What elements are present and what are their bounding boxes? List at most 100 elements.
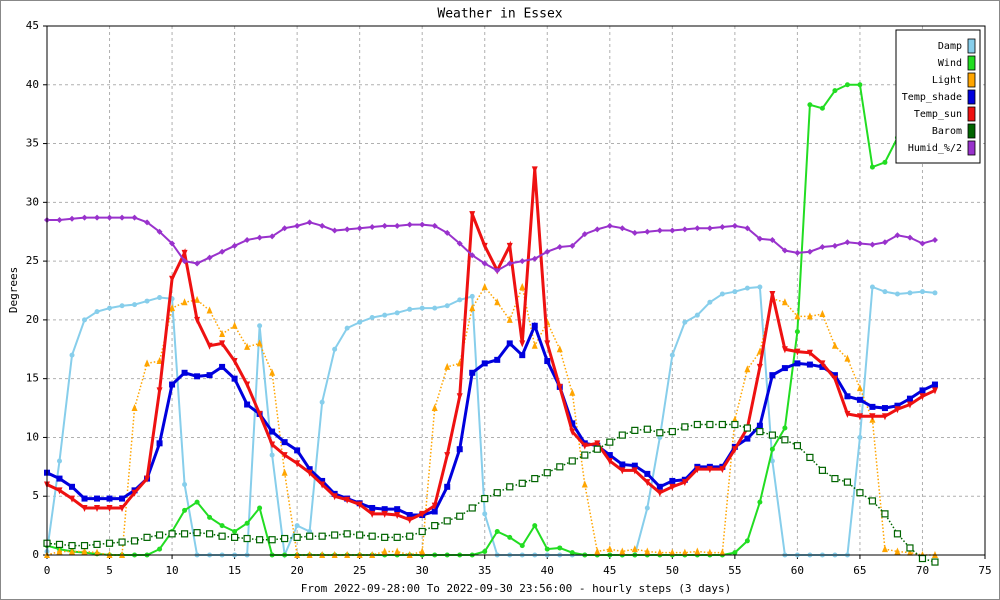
data-point: [581, 451, 589, 459]
data-point: [94, 504, 101, 512]
data-point: [731, 446, 738, 454]
data-point: [419, 305, 425, 311]
data-point: [381, 222, 388, 229]
data-point: [669, 352, 675, 358]
data-point: [881, 405, 888, 412]
data-point: [794, 348, 801, 356]
data-point: [231, 321, 238, 329]
data-point: [519, 543, 525, 549]
data-point: [531, 255, 538, 262]
data-point: [831, 341, 838, 349]
data-point: [606, 438, 614, 446]
data-point: [256, 234, 263, 241]
data-point: [869, 241, 876, 248]
data-point: [644, 479, 651, 487]
data-point: [744, 435, 751, 442]
data-point: [382, 312, 388, 318]
x-tick-label: 45: [603, 564, 616, 577]
data-point: [306, 466, 313, 473]
data-point: [893, 530, 902, 538]
y-tick-label: 45: [26, 19, 39, 32]
data-point: [394, 547, 401, 555]
data-point: [93, 540, 101, 549]
series-line: [46, 169, 936, 522]
data-point: [169, 240, 176, 247]
data-point: [294, 447, 301, 454]
data-point: [468, 504, 476, 512]
data-point: [807, 102, 813, 108]
data-point: [644, 470, 651, 477]
data-point: [269, 368, 276, 376]
data-point: [731, 222, 738, 229]
data-point: [843, 478, 852, 486]
data-point: [531, 474, 539, 483]
legend-label: Humid_%/2: [908, 143, 962, 154]
legend-swatch: [967, 89, 976, 105]
data-point: [419, 547, 426, 555]
data-point: [794, 360, 801, 367]
x-tick-label: 0: [44, 564, 51, 577]
data-point: [444, 303, 450, 309]
data-point: [894, 547, 901, 555]
data-point: [444, 362, 451, 370]
data-point: [218, 532, 226, 540]
data-point: [69, 547, 76, 555]
data-point: [794, 329, 800, 335]
data-point: [831, 375, 838, 383]
legend-swatch: [967, 140, 976, 156]
data-point: [357, 319, 363, 325]
data-point: [457, 297, 463, 303]
data-point: [181, 249, 188, 257]
data-point: [319, 222, 326, 229]
data-point: [832, 88, 838, 94]
data-point: [257, 323, 263, 329]
data-point: [194, 373, 201, 380]
data-point: [81, 547, 88, 555]
data-point: [569, 388, 576, 396]
data-point: [519, 258, 526, 265]
x-tick-label: 10: [165, 564, 178, 577]
data-point: [343, 530, 351, 538]
data-point: [294, 523, 300, 529]
data-point: [844, 82, 850, 88]
data-point: [344, 325, 350, 331]
data-point: [169, 381, 176, 388]
data-point: [744, 538, 750, 544]
data-point: [269, 233, 276, 240]
data-point: [894, 291, 900, 297]
data-point: [906, 544, 914, 552]
data-point: [931, 387, 938, 395]
data-point: [157, 546, 163, 552]
data-point: [594, 547, 601, 555]
data-point: [231, 375, 238, 382]
data-point: [656, 429, 664, 437]
data-point: [94, 548, 101, 556]
data-point: [619, 461, 626, 468]
data-point: [706, 225, 713, 232]
data-point: [181, 369, 188, 376]
data-point: [469, 293, 475, 299]
y-tick-label: 20: [26, 313, 39, 326]
data-point: [769, 236, 776, 243]
data-point: [881, 545, 888, 553]
data-point: [431, 404, 438, 412]
legend-swatch: [967, 106, 976, 122]
data-point: [344, 496, 351, 504]
data-point: [394, 310, 400, 316]
data-point: [806, 361, 813, 368]
x-tick-label: 30: [416, 564, 429, 577]
data-point: [169, 304, 176, 312]
data-point: [519, 352, 526, 359]
x-tick-label: 60: [791, 564, 804, 577]
data-point: [206, 306, 213, 314]
data-point: [706, 420, 714, 429]
data-point: [281, 439, 288, 446]
data-point: [206, 254, 213, 261]
data-point: [69, 352, 75, 358]
data-point: [431, 508, 438, 515]
data-point: [494, 356, 501, 363]
data-point: [819, 310, 826, 318]
data-point: [756, 235, 763, 242]
data-point: [931, 236, 938, 243]
data-point: [356, 225, 363, 232]
